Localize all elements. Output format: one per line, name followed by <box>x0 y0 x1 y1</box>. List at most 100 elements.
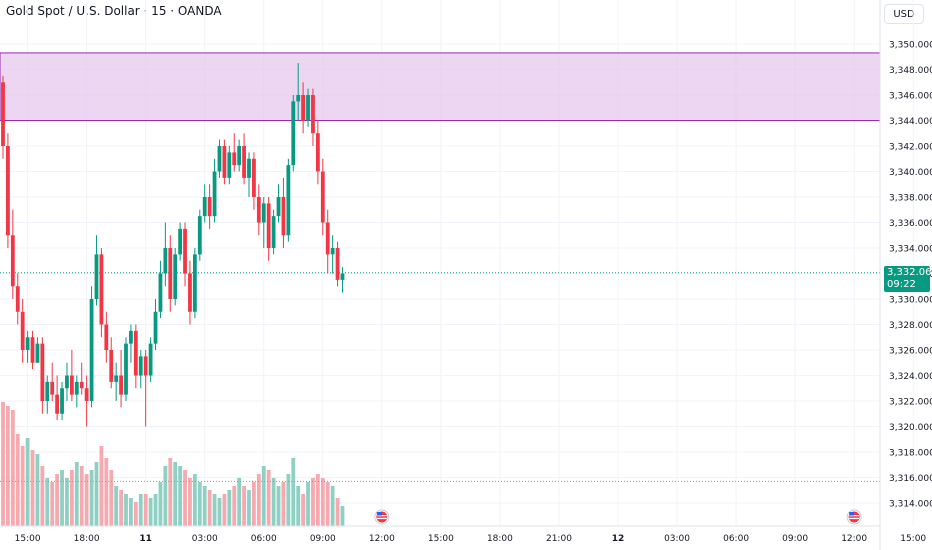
time-axis[interactable]: 15:00 18:00 11 03:00 06:00 09:00 12:00 15:00 18:… <box>15 534 932 544</box>
candle-body <box>340 273 345 280</box>
candle[interactable] <box>30 330 35 370</box>
candle[interactable] <box>50 362 55 401</box>
candle[interactable] <box>69 350 74 401</box>
us-flag-icon[interactable] <box>374 509 390 525</box>
candles <box>1 63 345 427</box>
candle[interactable] <box>60 381 64 421</box>
candle[interactable] <box>84 375 89 427</box>
candle[interactable] <box>212 158 217 223</box>
candle[interactable] <box>232 133 237 172</box>
candle[interactable] <box>158 260 163 319</box>
candle[interactable] <box>320 158 325 236</box>
candle[interactable] <box>94 235 99 306</box>
candle[interactable] <box>55 375 60 421</box>
candle[interactable] <box>124 337 128 401</box>
candle[interactable] <box>1 75 5 159</box>
candle[interactable] <box>35 337 40 363</box>
resistance-zone[interactable] <box>0 52 881 121</box>
candle[interactable] <box>148 337 153 382</box>
candle-body <box>188 273 192 312</box>
volume-bar <box>301 494 306 526</box>
candle[interactable] <box>286 158 291 242</box>
candle[interactable] <box>129 324 133 363</box>
volume-bar <box>207 490 212 526</box>
candle-body <box>69 375 74 395</box>
time-tick-label: 12 <box>612 534 625 544</box>
candle[interactable] <box>217 139 222 178</box>
candle[interactable] <box>163 222 168 287</box>
candle[interactable] <box>222 139 227 185</box>
volume-bar <box>119 490 123 526</box>
candle[interactable] <box>153 299 158 350</box>
candle[interactable] <box>311 88 315 146</box>
candle[interactable] <box>178 222 183 261</box>
candle-body <box>281 197 286 236</box>
price-axis[interactable]: 3,350.000 3,348.000 3,346.000 3,344.000 3,34… <box>889 41 932 510</box>
volume-bar <box>306 482 310 526</box>
candle[interactable] <box>335 241 340 287</box>
candle[interactable] <box>10 209 15 299</box>
candle[interactable] <box>247 152 251 197</box>
candle[interactable] <box>237 139 242 172</box>
candle[interactable] <box>256 184 261 236</box>
candle-body <box>232 152 237 166</box>
candle[interactable] <box>271 209 276 255</box>
candle[interactable] <box>89 286 94 408</box>
candle[interactable] <box>261 197 266 248</box>
candle[interactable] <box>25 330 30 363</box>
candle[interactable] <box>45 375 50 414</box>
candle[interactable] <box>266 197 271 261</box>
candle[interactable] <box>133 324 138 389</box>
candle[interactable] <box>114 362 119 401</box>
volume-bar <box>212 494 217 526</box>
candle[interactable] <box>40 337 45 414</box>
candle[interactable] <box>227 146 232 185</box>
candle[interactable] <box>99 248 104 338</box>
candle[interactable] <box>65 362 69 401</box>
candle[interactable] <box>188 260 192 325</box>
candle[interactable] <box>192 248 197 319</box>
candle[interactable] <box>315 120 320 185</box>
candle[interactable] <box>281 177 286 248</box>
volume-bar <box>104 458 109 526</box>
candle[interactable] <box>143 350 148 427</box>
candle[interactable] <box>296 63 301 121</box>
candle[interactable] <box>173 248 178 306</box>
candle[interactable] <box>325 209 330 274</box>
volume-bar <box>158 482 163 526</box>
candle-body <box>212 171 217 217</box>
candle[interactable] <box>138 350 143 389</box>
time-tick-label: 18:00 <box>487 534 513 544</box>
candle[interactable] <box>183 222 187 287</box>
candle-body <box>84 388 89 401</box>
us-flag-icon[interactable] <box>846 509 862 525</box>
volume-bar <box>330 486 335 526</box>
candle[interactable] <box>252 152 256 210</box>
candle[interactable] <box>119 350 123 408</box>
candle[interactable] <box>291 95 296 172</box>
candle[interactable] <box>202 184 207 223</box>
candle[interactable] <box>330 235 335 274</box>
currency-button[interactable]: USD <box>884 4 924 24</box>
candle[interactable] <box>207 184 212 229</box>
volume-bar <box>133 502 138 526</box>
candle[interactable] <box>109 337 114 389</box>
candle[interactable] <box>20 299 25 363</box>
candle[interactable] <box>79 362 84 395</box>
candle[interactable] <box>301 82 306 134</box>
candle[interactable] <box>306 88 310 127</box>
candle[interactable] <box>15 273 20 325</box>
candle-body <box>133 330 138 376</box>
candle[interactable] <box>74 375 79 408</box>
candle[interactable] <box>197 209 202 261</box>
volume-bar <box>6 406 10 526</box>
candle[interactable] <box>340 267 345 293</box>
candle[interactable] <box>168 235 173 312</box>
candle[interactable] <box>104 311 109 363</box>
candle[interactable] <box>276 184 281 223</box>
price-tick-label: 3,350.000 <box>889 41 932 51</box>
candle[interactable] <box>6 133 10 248</box>
candle-body <box>217 146 222 172</box>
candle[interactable] <box>242 133 246 185</box>
